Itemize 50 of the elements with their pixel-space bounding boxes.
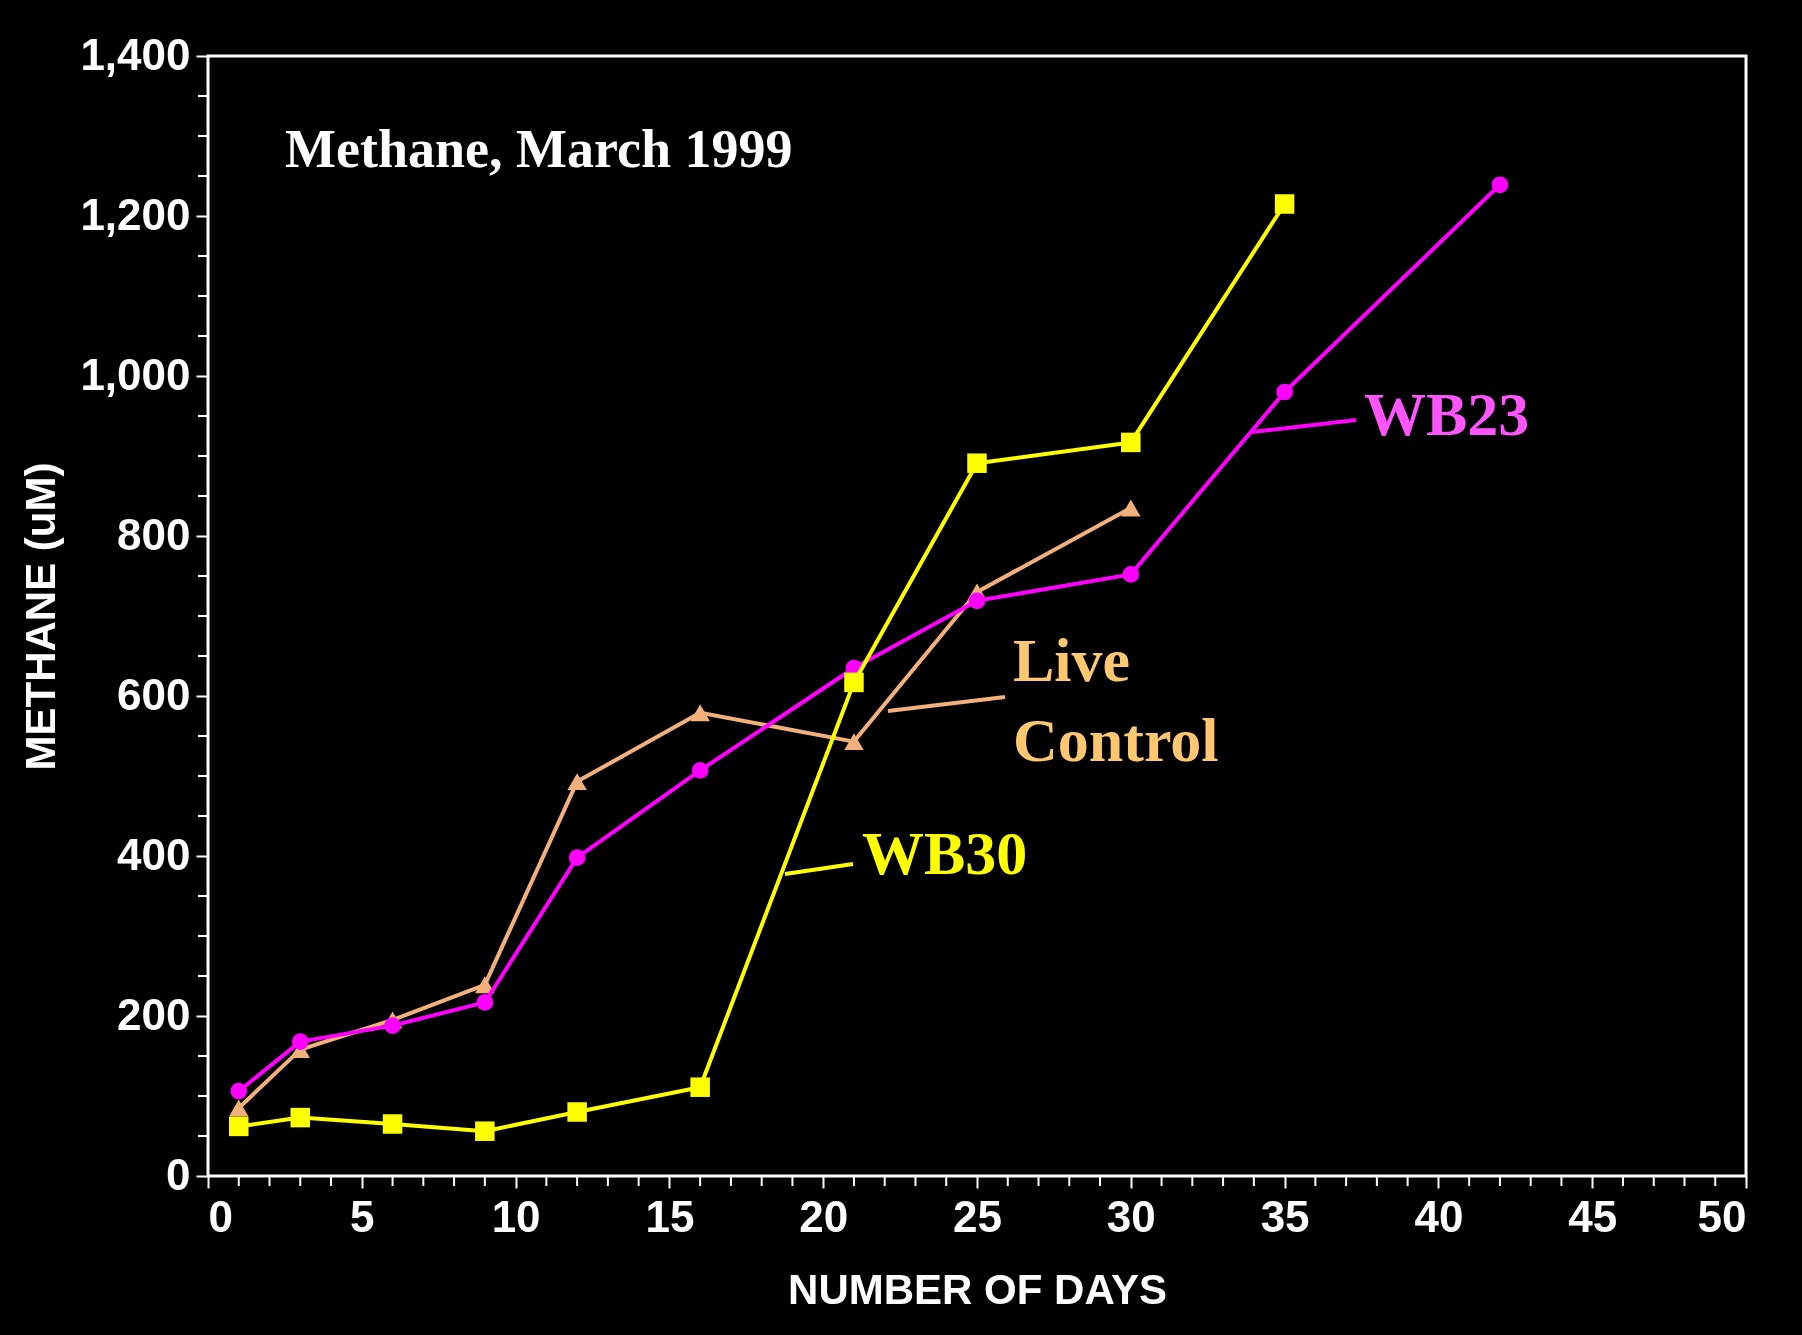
point: [229, 1099, 249, 1117]
y-tick-label: 0: [166, 1149, 191, 1199]
point: [1121, 499, 1141, 517]
point: [691, 762, 709, 779]
x-axis-title: NUMBER OF DAYS: [788, 1265, 1167, 1313]
text: Methane, March 1999: [285, 119, 793, 179]
y-tick-label: 600: [117, 669, 191, 719]
x-tick-label: 0: [208, 1191, 233, 1241]
x-tick-label: 5: [350, 1191, 375, 1241]
y-axis-title: METHANE (uM): [17, 462, 65, 771]
point: [1274, 194, 1295, 214]
point: [567, 1102, 587, 1122]
legend-label: WB30: [862, 819, 1028, 887]
x-tick-label: 20: [799, 1191, 849, 1241]
point: [1491, 176, 1509, 194]
point: [1121, 432, 1141, 453]
point: [967, 453, 987, 473]
y-tick-label: 1,200: [80, 189, 191, 239]
point: [690, 1077, 710, 1097]
x-tick-label: 30: [1106, 1191, 1156, 1241]
point: [1122, 566, 1140, 583]
point: [1276, 383, 1293, 401]
x-tick-label: 10: [491, 1191, 541, 1241]
point: [290, 1107, 311, 1128]
x-tick-label: 25: [953, 1191, 1002, 1241]
point: [968, 592, 986, 610]
point: [690, 704, 710, 722]
point: [568, 849, 586, 866]
x-tick-label: 50: [1697, 1191, 1747, 1241]
x-tick-label: 45: [1568, 1191, 1618, 1241]
legend-label: WB23: [1364, 380, 1530, 448]
point: [230, 1082, 248, 1100]
point: [567, 773, 587, 791]
point: [844, 733, 864, 751]
x-tick-label: 15: [645, 1191, 695, 1241]
y-tick-label: 400: [117, 829, 191, 879]
y-tick-label: 200: [117, 989, 191, 1039]
point: [476, 994, 494, 1011]
point: [844, 672, 864, 693]
point: [291, 1033, 309, 1050]
legend-label: Live Control: [1013, 626, 1219, 774]
point: [475, 1121, 495, 1141]
point: [384, 1017, 401, 1034]
point: [382, 1114, 403, 1134]
y-tick-label: 1,000: [80, 349, 191, 399]
y-tick-label: 800: [117, 509, 191, 559]
point: [229, 1116, 249, 1137]
x-tick-label: 35: [1260, 1191, 1310, 1241]
y-tick-label: 1,400: [80, 29, 191, 79]
x-tick-label: 40: [1414, 1191, 1464, 1241]
